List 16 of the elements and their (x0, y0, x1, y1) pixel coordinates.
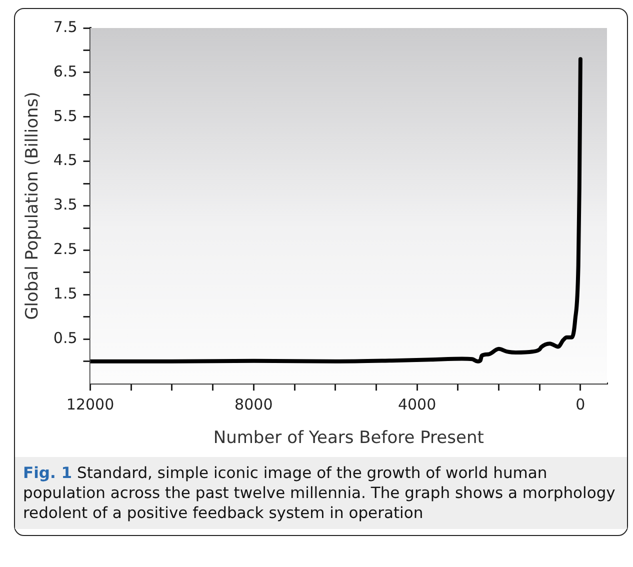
y-tick-label: 5.5 (53, 106, 78, 125)
x-tick-label: 12000 (66, 395, 114, 414)
caption: Fig. 1 Standard, simple iconic image of the growth of world human population across the past twelve millennia. The graph shows a morphology redolent of a positive feedback system in operation (23, 464, 616, 522)
x-tick-label: 0 (576, 395, 586, 414)
y-tick-label: 4.5 (53, 151, 78, 170)
y-tick-label: 3.5 (53, 196, 78, 214)
line-series (90, 57, 582, 364)
y-tick-label: 7.5 (53, 18, 78, 36)
y-axis-title: Global Population (Billions) (22, 92, 43, 320)
y-tick-label: 2.5 (53, 240, 78, 258)
y-tick-label: 0.5 (53, 329, 78, 348)
y-tick-label: 6.5 (53, 62, 78, 80)
y-tick-label: 1.5 (53, 284, 78, 303)
x-tick-label: 4000 (398, 395, 436, 414)
x-axis-title: Number of Years Before Present (213, 428, 484, 448)
x-tick-label: 8000 (234, 395, 273, 414)
